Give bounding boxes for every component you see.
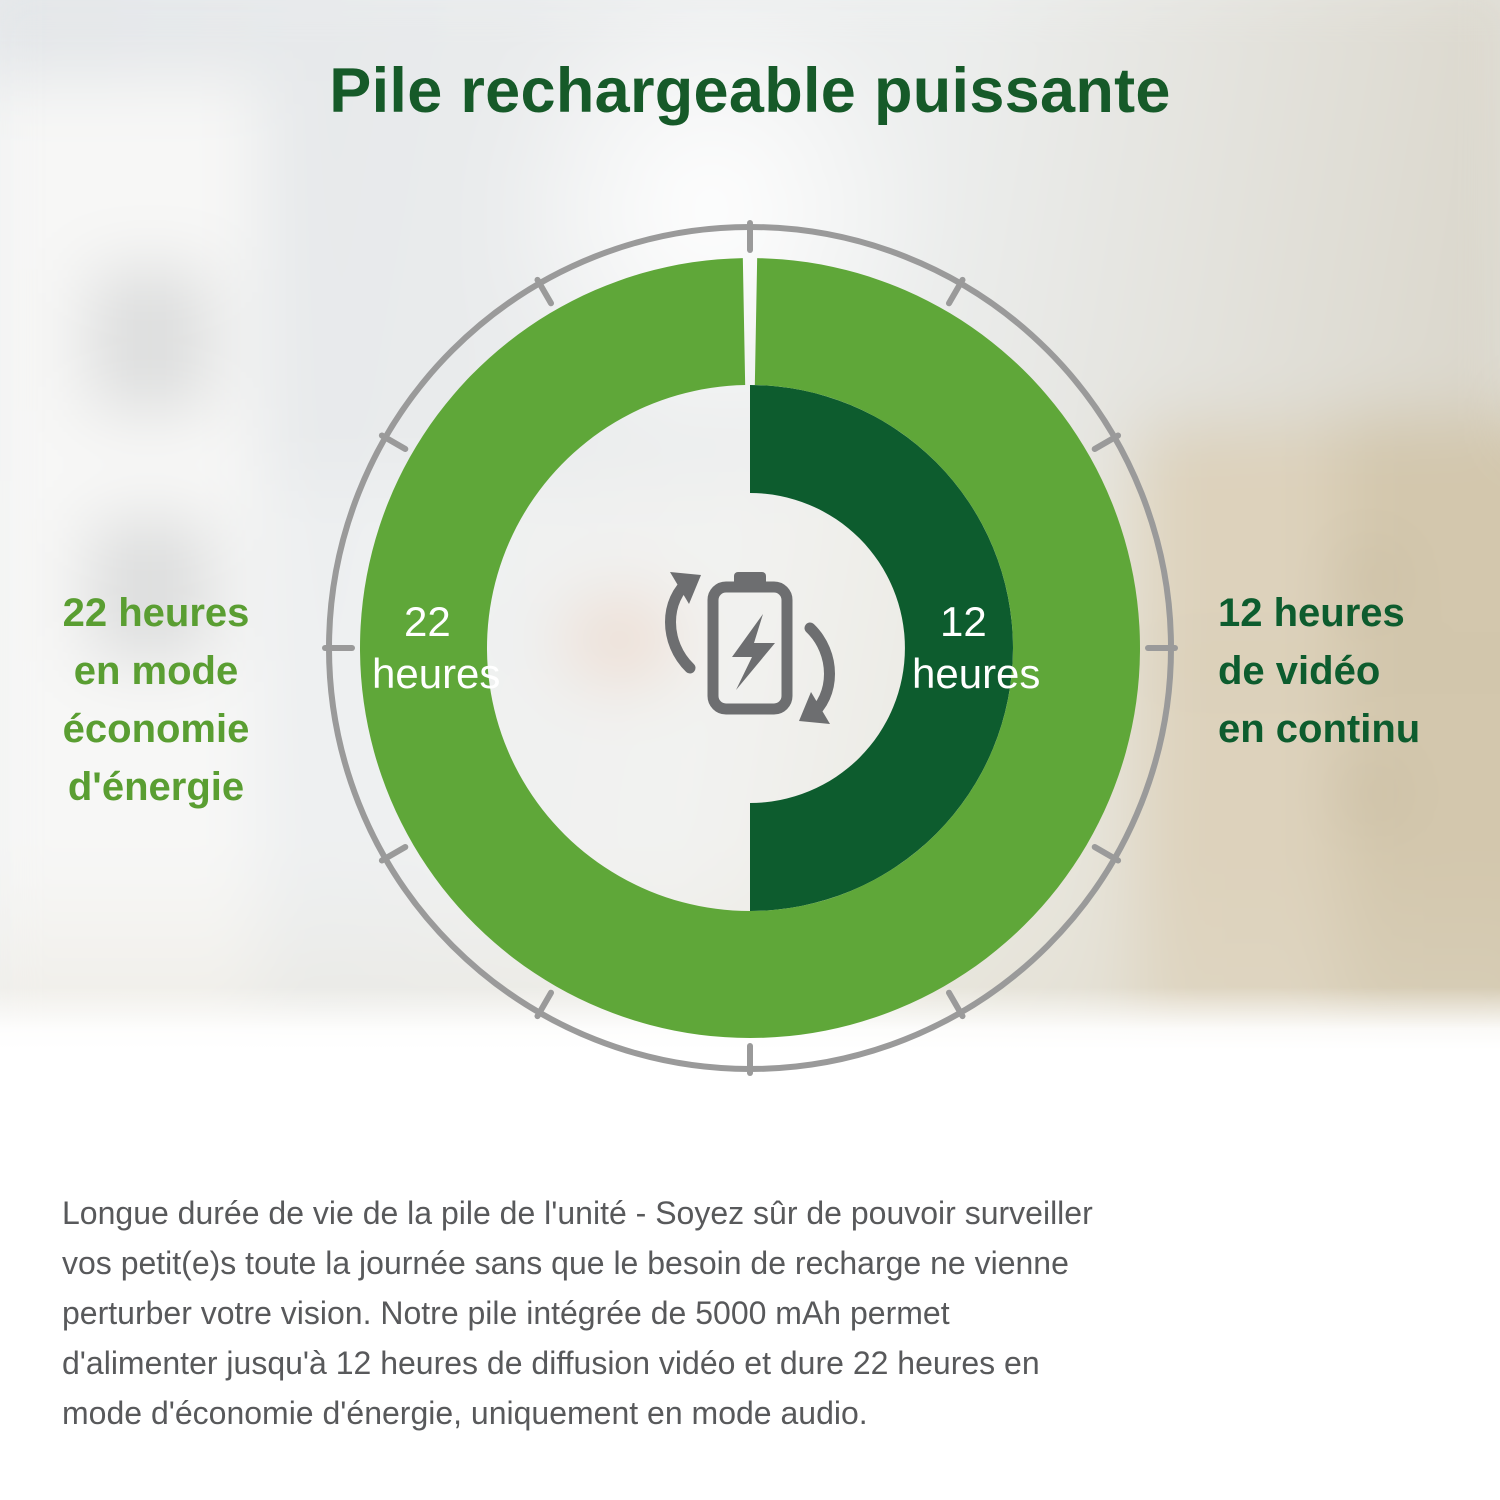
svg-text:22: 22 — [404, 598, 451, 645]
svg-text:heures: heures — [912, 650, 1040, 697]
svg-text:heures: heures — [372, 650, 500, 697]
svg-text:12: 12 — [940, 598, 987, 645]
